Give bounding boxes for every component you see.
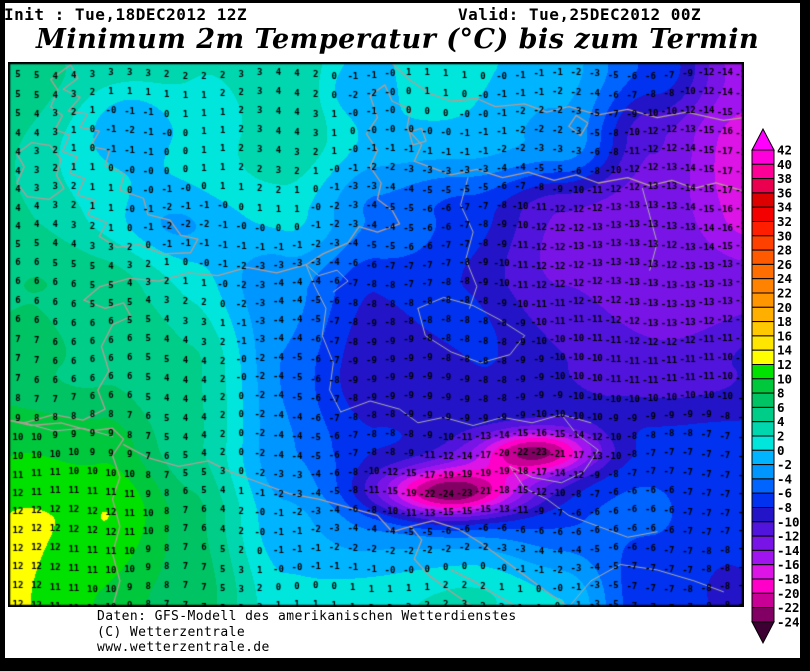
legend-color-box	[751, 392, 775, 408]
credits-line-website: www.wetterzentrale.de	[97, 640, 270, 655]
legend-color-box	[751, 192, 775, 208]
legend-color-box	[751, 335, 775, 351]
legend-color-box	[751, 535, 775, 551]
legend-label: 32	[777, 214, 792, 229]
legend-label: 20	[777, 300, 792, 315]
legend-arrow-below	[751, 621, 775, 644]
legend-color-box	[751, 221, 775, 237]
legend-label: 14	[777, 343, 792, 358]
legend-color-box	[751, 549, 775, 566]
legend-label: 8	[777, 386, 785, 401]
frame-bottom	[0, 658, 810, 671]
legend-label: 38	[777, 171, 792, 186]
legend-color-box	[751, 449, 775, 466]
temperature-map-canvas	[8, 62, 744, 607]
legend-color-box	[751, 306, 775, 323]
legend-label: 18	[777, 314, 792, 329]
legend-color-box	[751, 406, 775, 423]
legend-color-box	[751, 178, 775, 194]
legend-label: -14	[777, 543, 800, 558]
legend-color-box	[751, 492, 775, 509]
legend-label: -22	[777, 600, 800, 615]
legend-color-box	[751, 364, 775, 380]
legend-label: 16	[777, 328, 792, 343]
legend-label: -24	[777, 614, 800, 629]
legend-color-box	[751, 607, 775, 623]
legend-color-box	[751, 249, 775, 265]
legend-label: 0	[777, 443, 785, 458]
legend-color-box	[751, 278, 775, 294]
credits-line-data-source: Daten: GFS-Modell des amerikanischen Wet…	[97, 609, 517, 624]
legend-label: 6	[777, 400, 785, 415]
legend-label: 26	[777, 257, 792, 272]
legend-color-box	[751, 421, 775, 437]
legend-label: 10	[777, 371, 792, 386]
legend-label: -4	[777, 471, 792, 486]
legend-color-box	[751, 578, 775, 594]
valid-time-label: Valid: Tue,25DEC2012 00Z	[458, 5, 702, 24]
legend-color-box	[751, 478, 775, 494]
legend-arrow-above	[751, 127, 775, 151]
legend-color-box	[751, 321, 775, 337]
legend-color-box	[751, 235, 775, 251]
legend-label: -20	[777, 586, 800, 601]
legend-label: -2	[777, 457, 792, 472]
legend-color-box	[751, 592, 775, 609]
frame-left	[0, 0, 5, 671]
legend-label: -18	[777, 572, 800, 587]
legend-color-box	[751, 292, 775, 308]
frame-top	[0, 0, 810, 3]
legend-color-box	[751, 378, 775, 394]
credits-line-copyright: (C) Wetterzentrale	[97, 624, 246, 640]
init-time-label: Init : Tue,18DEC2012 12Z	[4, 5, 248, 24]
legend-color-box	[751, 263, 775, 280]
legend-label: -6	[777, 486, 792, 501]
legend-label: 22	[777, 286, 792, 301]
legend-label: 42	[777, 143, 792, 158]
legend-label: 2	[777, 429, 785, 444]
legend-label: 40	[777, 157, 792, 172]
legend-color-box	[751, 521, 775, 537]
legend-label: 24	[777, 271, 792, 286]
legend-label: 4	[777, 414, 785, 429]
color-scale-legend: 424038363432302826242220181614121086420-…	[751, 127, 800, 644]
legend-label: -12	[777, 529, 800, 544]
legend-label: 30	[777, 228, 792, 243]
legend-color-box	[751, 464, 775, 480]
legend-color-box	[751, 564, 775, 580]
legend-label: 28	[777, 243, 792, 258]
legend-label: 34	[777, 200, 792, 215]
credits-block: Daten: GFS-Modell des amerikanischen Wet…	[97, 609, 517, 656]
legend-color-box	[751, 349, 775, 365]
legend-label: 36	[777, 185, 792, 200]
chart-title: Minimum 2m Temperatur (°C) bis zum Termi…	[36, 24, 760, 55]
legend-color-box	[751, 507, 775, 523]
legend-label: -10	[777, 514, 800, 529]
legend-label: -16	[777, 557, 800, 572]
legend-color-box	[751, 149, 775, 165]
legend-color-box	[751, 163, 775, 180]
legend-label: 12	[777, 357, 792, 372]
frame-right	[800, 0, 810, 671]
legend-color-box	[751, 435, 775, 451]
legend-color-box	[751, 206, 775, 222]
legend-label: -8	[777, 500, 792, 515]
